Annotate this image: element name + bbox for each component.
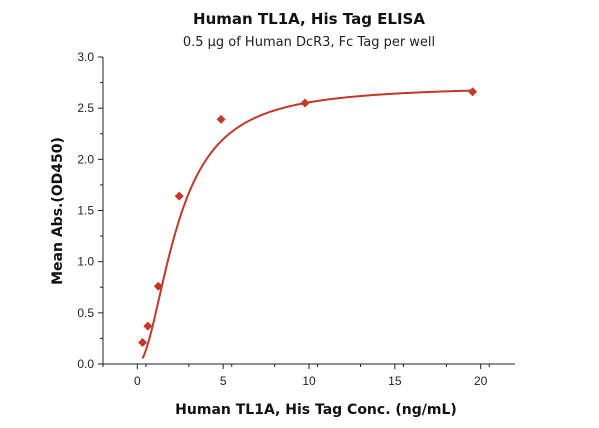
y-tick-label: 2.5 [77, 101, 94, 115]
data-point [153, 281, 163, 291]
data-points [138, 87, 478, 348]
chart-title: Human TL1A, His Tag ELISA [193, 10, 425, 28]
y-tick-label: 2.0 [77, 152, 94, 166]
fit-curve-layer [141, 89, 473, 359]
y-tick-label: 1.0 [77, 255, 94, 269]
y-axis-label: Mean Abs.(OD450) [50, 137, 66, 285]
x-tick-label: 5 [220, 374, 227, 388]
fit-curve-line [141, 89, 473, 359]
data-point [468, 87, 478, 97]
y-tick-label: 3.0 [77, 50, 94, 64]
y-tick-label: 0.5 [77, 306, 94, 320]
chart-subtitle: 0.5 μg of Human DcR3, Fc Tag per well [183, 35, 435, 50]
y-tick-label: 0.0 [77, 357, 94, 371]
data-point [143, 321, 153, 331]
y-tick-label: 1.5 [77, 204, 94, 218]
x-tick-label: 0 [134, 374, 141, 388]
x-axis-label: Human TL1A, His Tag Conc. (ng/mL) [175, 402, 457, 418]
data-point [138, 338, 148, 348]
data-point [300, 98, 310, 108]
ticks: 0.0 0.5 1.0 1.5 2.0 2.5 3.0 0 5 10 15 20 [77, 50, 490, 388]
x-tick-label: 15 [388, 374, 402, 388]
x-tick-label: 10 [302, 374, 316, 388]
data-point [216, 114, 226, 124]
x-tick-label: 20 [474, 374, 488, 388]
data-point [174, 191, 184, 201]
